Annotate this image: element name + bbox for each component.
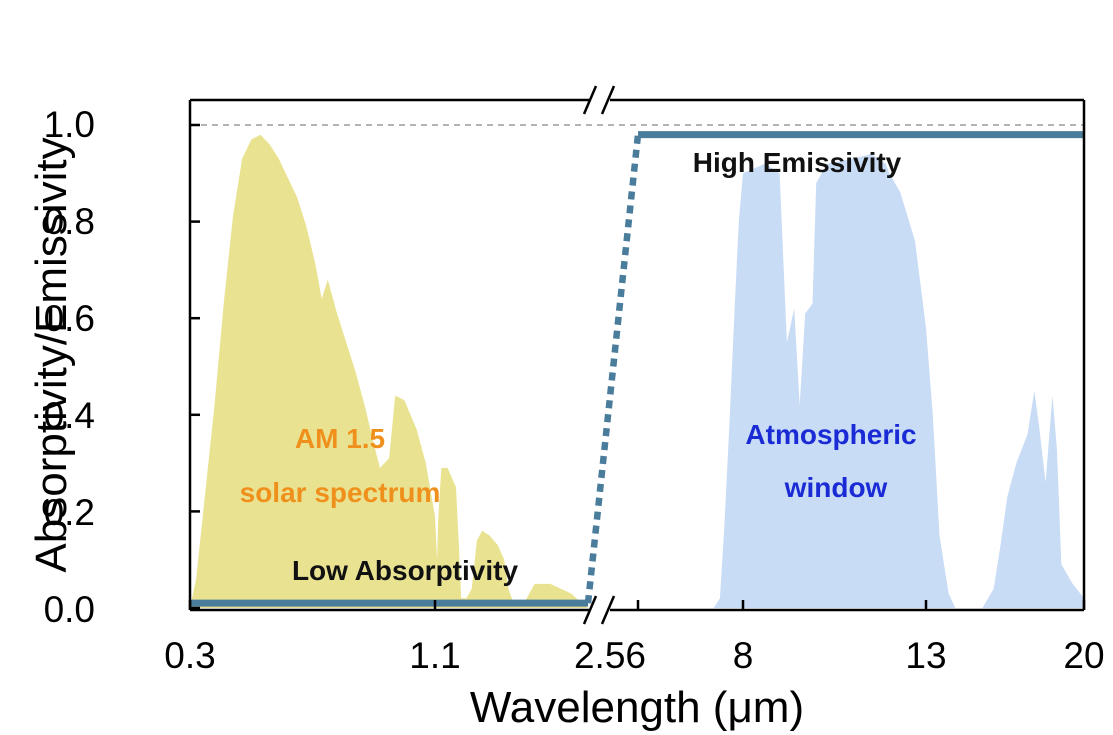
x-tick-label: 20 [1063, 635, 1104, 676]
plot-frame [188, 98, 1086, 612]
break-mark [582, 85, 598, 115]
low-absorptivity-label: Low Absorptivity [292, 555, 519, 586]
y-axis-title: Absorptivity/Emissivity [27, 137, 76, 572]
x-tick-label: 1.1 [409, 635, 460, 676]
solar-label-line1: AM 1.5 [295, 423, 385, 454]
y-tick-label: 0.0 [44, 589, 95, 630]
x-tick-label: 2.56 [574, 635, 646, 676]
transition-dotted-line [584, 134, 642, 604]
x-tick-label: 13 [905, 635, 946, 676]
axis-ticks [188, 123, 1086, 610]
y-tick-label: 0.2 [44, 492, 95, 533]
x-tick-label: 8 [733, 635, 754, 676]
y-tick-label: 0.6 [44, 298, 95, 339]
high-emissivity-label: High Emissivity [693, 147, 902, 178]
break-mark [600, 595, 616, 625]
atmospheric-window-area [713, 154, 1084, 608]
break-mark [582, 595, 598, 625]
axis-break-marks [582, 85, 616, 625]
x-axis-title: Wavelength (μm) [470, 683, 804, 732]
window-label-line1: Atmospheric [745, 419, 916, 450]
solar-label-line2: solar spectrum [240, 477, 441, 508]
y-tick-label: 0.4 [44, 395, 95, 436]
y-tick-label: 1.0 [44, 104, 95, 145]
y-tick-label: 0.8 [44, 201, 95, 242]
solar-spectrum-area [190, 134, 588, 608]
window-label-line2: window [784, 472, 888, 503]
x-tick-label: 0.3 [164, 635, 215, 676]
break-mark [600, 85, 616, 115]
